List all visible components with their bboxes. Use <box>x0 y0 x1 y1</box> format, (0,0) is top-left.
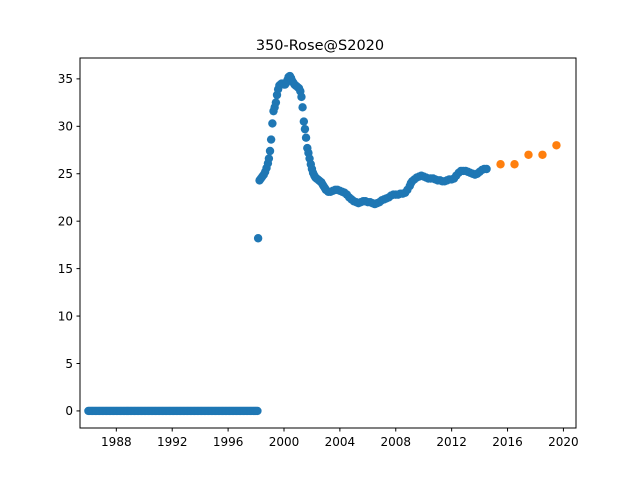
data-point <box>298 103 307 112</box>
y-tick-label: 5 <box>65 357 73 371</box>
data-point <box>266 135 276 144</box>
y-tick-label: 35 <box>58 72 73 86</box>
data-point <box>300 124 310 134</box>
data-point <box>538 150 547 159</box>
plot-frame <box>79 57 577 429</box>
data-point <box>301 133 311 142</box>
y-tick-label: 15 <box>58 262 73 276</box>
data-point <box>265 146 275 156</box>
data-point <box>510 160 519 169</box>
x-tick-label: 1992 <box>157 435 188 449</box>
y-axis: 0 5 10 15 20 25 30 35 <box>58 72 80 418</box>
data-point <box>299 117 309 126</box>
plot-area <box>80 58 576 428</box>
y-tick-label: 0 <box>65 404 73 418</box>
data-point <box>297 92 306 102</box>
data-point <box>552 141 561 150</box>
y-tick-label: 20 <box>58 214 73 228</box>
x-tick-label: 2020 <box>548 435 579 449</box>
chart-title: 350-Rose@S2020 <box>256 38 384 54</box>
data-point <box>496 160 505 169</box>
x-axis: 1988 1992 1996 2000 2004 2008 2012 2016 2020 <box>101 428 579 449</box>
data-point <box>271 98 281 107</box>
x-tick-label: 2000 <box>269 435 300 449</box>
y-tick-label: 30 <box>58 120 73 134</box>
x-tick-label: 1996 <box>213 435 244 449</box>
y-tick-label: 10 <box>58 309 73 323</box>
data-point <box>268 119 277 128</box>
x-tick-label: 2004 <box>325 435 356 449</box>
x-tick-label: 2016 <box>492 435 523 449</box>
data-point <box>482 164 491 174</box>
data-points <box>84 71 561 416</box>
data-point <box>253 234 263 243</box>
data-point <box>524 150 533 159</box>
data-point <box>253 406 262 416</box>
x-tick-label: 2008 <box>380 435 411 449</box>
y-tick-label: 25 <box>58 167 73 181</box>
x-tick-label: 1988 <box>101 435 132 449</box>
data-point <box>264 154 274 163</box>
x-tick-label: 2012 <box>436 435 467 449</box>
